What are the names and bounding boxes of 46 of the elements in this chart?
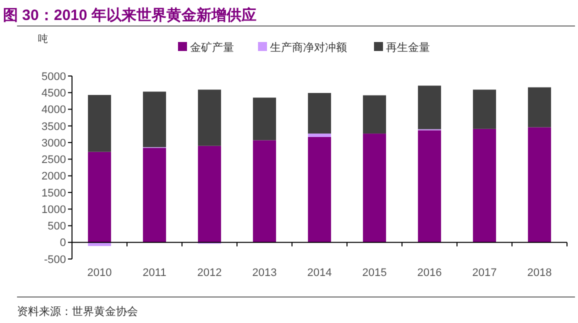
y-tick-label: -500 xyxy=(44,254,66,266)
bar xyxy=(198,146,222,242)
bar xyxy=(88,94,112,152)
bar xyxy=(528,87,552,128)
bar xyxy=(472,128,496,242)
bar xyxy=(308,134,332,137)
y-tick-label: 0 xyxy=(60,237,66,250)
bar xyxy=(252,140,276,242)
bar xyxy=(142,92,166,148)
bar xyxy=(528,127,552,242)
text: 资料来源：世界黄金协会 xyxy=(17,305,138,318)
bar xyxy=(362,134,386,242)
y-tick-label: 3500 xyxy=(42,120,66,133)
x-tick-label: 2013 xyxy=(252,267,277,279)
legend-label: 金矿产量 xyxy=(190,41,234,54)
y-tick-label: 2500 xyxy=(42,154,66,166)
legend-label: 生产商净对冲额 xyxy=(270,41,347,54)
x-tick-label: 2012 xyxy=(197,267,222,279)
x-tick-label: 2017 xyxy=(472,267,497,279)
bar xyxy=(142,148,166,242)
bar xyxy=(418,86,442,130)
legend-label: 再生金量 xyxy=(386,41,430,54)
y-tick-label: 1000 xyxy=(42,204,66,216)
bar xyxy=(88,152,112,242)
x-tick-label: 2011 xyxy=(142,267,166,279)
bar xyxy=(418,130,442,242)
y-tick-label: 1500 xyxy=(42,187,66,200)
bar xyxy=(308,92,332,134)
x-tick-label: 2015 xyxy=(362,267,387,279)
bar xyxy=(252,98,276,140)
x-tick-label: 2018 xyxy=(527,267,552,279)
y-tick-label: 3000 xyxy=(42,137,66,150)
x-tick-label: 2014 xyxy=(307,267,332,279)
y-tick-label: 2000 xyxy=(42,170,66,183)
bar xyxy=(198,90,222,146)
chart-title: 图 30：2010 年以来世界黄金新增供应 xyxy=(3,6,256,24)
y-axis-title: 吨 xyxy=(38,33,48,45)
x-tick-label: 2016 xyxy=(417,267,442,279)
y-tick-label: 4500 xyxy=(42,87,66,100)
bar xyxy=(472,90,496,129)
bar xyxy=(362,95,386,134)
x-tick-label: 2010 xyxy=(87,267,112,279)
y-tick-label: 5000 xyxy=(42,70,66,83)
bar xyxy=(308,136,332,242)
y-tick-label: 4000 xyxy=(42,104,66,116)
y-tick-label: 500 xyxy=(48,220,66,233)
